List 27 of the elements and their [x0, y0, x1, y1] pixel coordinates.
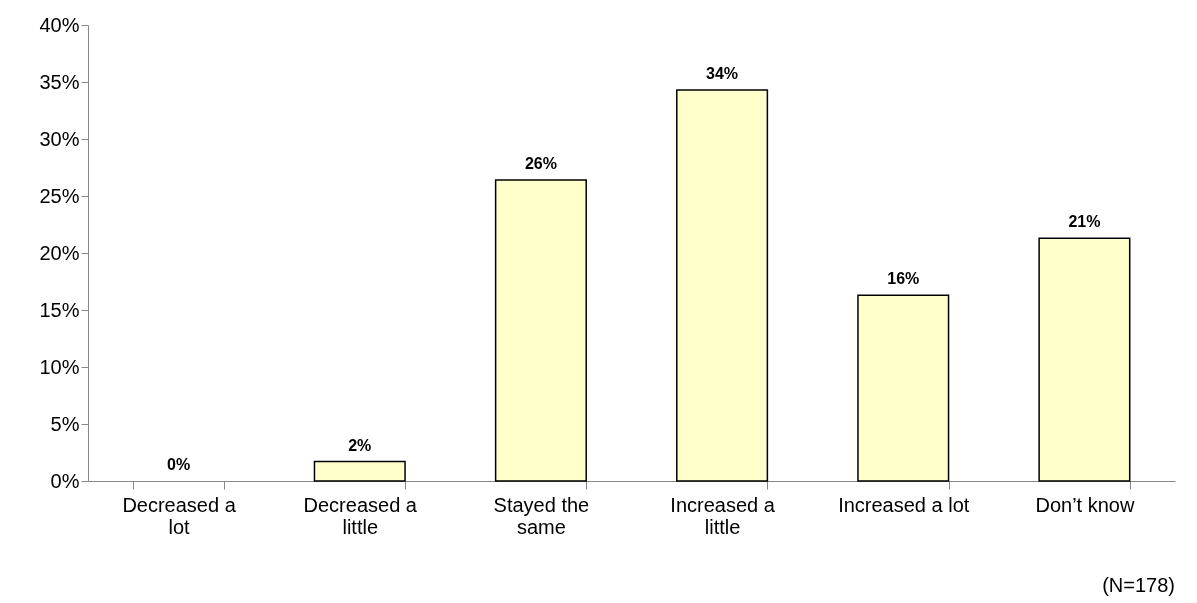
- data-label: 34%: [706, 64, 739, 82]
- text: (N=178): [1102, 574, 1175, 596]
- data-label: 2%: [348, 436, 372, 454]
- y-tick-label: 0%: [50, 469, 80, 492]
- x-tick-label: Increased a little: [670, 493, 776, 538]
- x-tick-label: Decreased a little: [303, 493, 418, 538]
- y-tick-label: 20%: [39, 241, 80, 264]
- x-tick-label: Decreased a lot: [122, 493, 237, 538]
- y-tick-label: 30%: [39, 127, 80, 150]
- y-tick-label: 40%: [39, 13, 80, 36]
- x-tick-label: Increased a lot: [838, 493, 970, 516]
- y-tick-label: 5%: [50, 412, 80, 435]
- y-tick-label: 15%: [39, 298, 80, 321]
- bar: [313, 460, 406, 482]
- bar: [857, 294, 950, 482]
- data-label: 0%: [167, 456, 191, 473]
- x-tick-label: Don’t know: [1035, 493, 1135, 516]
- data-label: 21%: [1068, 213, 1101, 231]
- y-tick-label: 35%: [39, 70, 80, 93]
- bar: [494, 179, 587, 482]
- y-tick-label: 10%: [39, 355, 80, 378]
- data-label: 16%: [887, 270, 920, 288]
- bar: [1038, 237, 1131, 482]
- x-tick-label: Stayed the same: [493, 493, 590, 538]
- data-label: 26%: [524, 155, 557, 173]
- y-tick-label: 25%: [39, 184, 80, 207]
- bar: [676, 89, 769, 482]
